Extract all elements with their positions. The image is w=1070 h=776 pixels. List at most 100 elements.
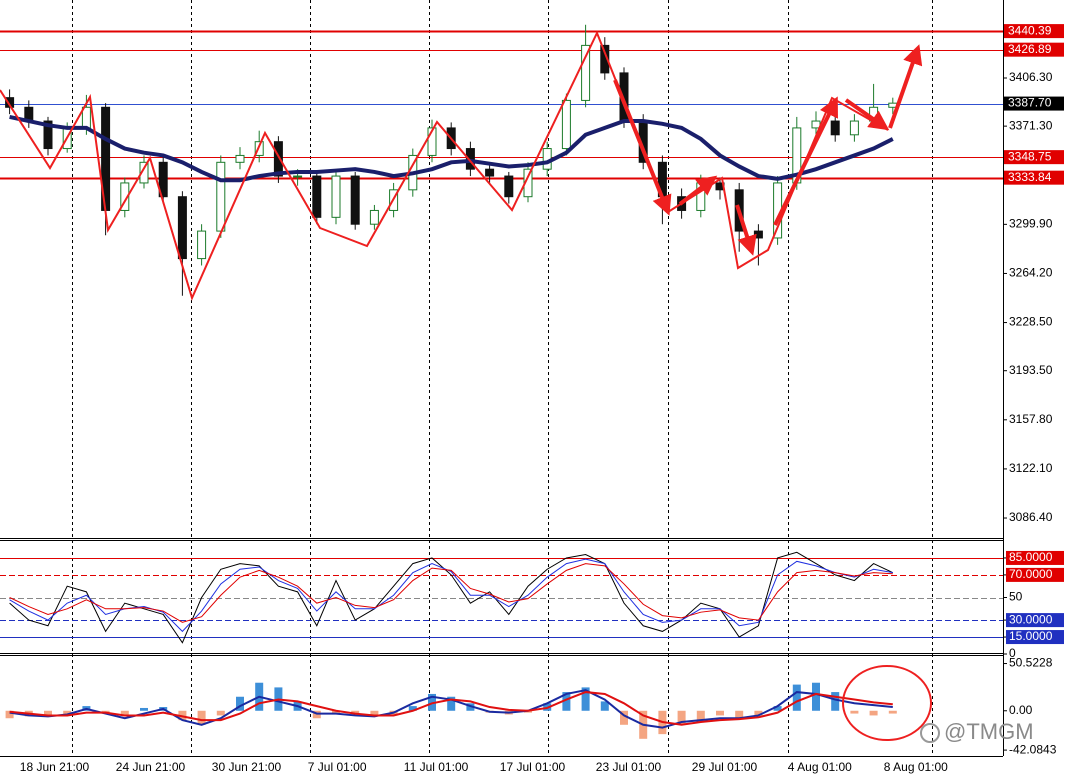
y-tick-label: 3299.90 (1009, 217, 1053, 231)
candle-body (369, 209, 379, 225)
plot (0, 24, 1003, 739)
level-label-box (1004, 170, 1064, 185)
histogram-bar (63, 710, 72, 715)
y-tick-label: 3371.30 (1009, 118, 1053, 132)
candle-body (139, 161, 149, 184)
tick-label-box (1006, 567, 1064, 582)
histogram-bar (600, 701, 609, 711)
candle-body (43, 120, 53, 150)
histogram-bar (408, 706, 417, 711)
y-tick-label: 3086.40 (1009, 510, 1053, 524)
candle-body (158, 161, 168, 198)
x-tick-label: 8 Aug 01:00 (884, 760, 948, 774)
series-line (9, 691, 893, 726)
histogram-bar (562, 692, 571, 711)
y-tick-label: 30.0000 (1009, 612, 1053, 626)
annotations (0, 30, 932, 741)
histogram-bar (216, 710, 225, 716)
candle-body (350, 175, 360, 225)
y-tick-label: -42.0843 (1009, 742, 1057, 756)
candle-body (312, 175, 322, 218)
histogram-bar (140, 707, 148, 711)
level-label: 3426.89 (1008, 42, 1052, 56)
level-label: 3348.75 (1008, 149, 1052, 163)
candle-body (849, 120, 859, 136)
level-label: 3440.39 (1008, 23, 1052, 37)
arrow (773, 96, 838, 226)
arrow (613, 79, 672, 216)
candle-body (485, 168, 495, 177)
histogram-bar (716, 710, 724, 716)
candle-body (830, 120, 840, 136)
x-tick-label: 18 Jun 21:00 (20, 760, 90, 774)
y-tick-label: 85.0000 (1009, 550, 1053, 564)
level-label: 3387.70 (1008, 96, 1052, 110)
series-line (9, 551, 894, 644)
candle-body (427, 127, 437, 156)
y-tick-label: 70.0000 (1009, 567, 1053, 581)
watermark: @TMGM (944, 719, 1034, 744)
y-tick-label: 3264.20 (1009, 266, 1053, 280)
y-tick-label: 15.0000 (1009, 629, 1053, 643)
candle-body (197, 230, 207, 260)
histogram-bar (581, 687, 590, 711)
histogram-bar (869, 710, 878, 716)
arrow (678, 175, 718, 206)
y-tick-label: 0.00 (1009, 703, 1033, 717)
level-label-box (1004, 150, 1064, 165)
histogram-bar (370, 710, 379, 717)
x-tick-label: 30 Jun 21:00 (212, 760, 282, 774)
candle-body (177, 196, 187, 260)
histogram-bar (812, 682, 820, 711)
x-tick-label: 29 Jul 01:00 (692, 760, 758, 774)
histogram-bar (773, 706, 782, 711)
arrow (844, 98, 890, 131)
histogram-bar (754, 710, 763, 716)
level-label-box (1004, 24, 1064, 39)
tick-label-box (1006, 630, 1064, 645)
candle-body (600, 44, 610, 74)
arrow (735, 204, 757, 256)
histogram-bar (5, 710, 14, 719)
histogram-bar (120, 710, 129, 716)
y-tick-label: 3228.50 (1009, 315, 1053, 329)
candle-body (235, 154, 245, 163)
y-tick-label: 50 (1009, 590, 1023, 604)
arrow (888, 44, 923, 129)
candle-body (331, 175, 341, 218)
y-tick-label: 3157.80 (1009, 412, 1053, 426)
x-tick-label: 23 Jul 01:00 (596, 760, 662, 774)
level-label-box (1004, 42, 1064, 57)
histogram-bar (888, 710, 897, 714)
histogram-bar (850, 710, 859, 714)
histogram-bar (44, 710, 52, 716)
candle-body (753, 230, 763, 239)
x-tick-label: 17 Jul 01:00 (500, 760, 566, 774)
candle-body (273, 141, 283, 177)
y-tick-label: 50.5228 (1009, 656, 1053, 670)
tick-label-box (1006, 613, 1064, 628)
histogram-bar (332, 710, 340, 714)
histogram-bar (735, 710, 744, 719)
pane-frames (0, 0, 1004, 757)
histogram-bar (620, 710, 628, 725)
histogram-bar (236, 696, 244, 711)
histogram-bar (197, 710, 206, 725)
histogram-bar (792, 684, 801, 711)
x-tick-label: 11 Jul 01:00 (404, 760, 469, 774)
candle-body (5, 97, 15, 108)
tick-label-box (1006, 550, 1064, 565)
histogram-bar (831, 692, 840, 711)
histogram-bar (447, 696, 456, 711)
x-tick-label: 7 Jul 01:00 (308, 760, 367, 774)
level-label-box (1004, 96, 1064, 111)
zigzag (0, 30, 889, 301)
candle-body (504, 175, 514, 198)
highlight-circle (842, 665, 932, 741)
candle-body (561, 99, 571, 150)
candle-body (293, 175, 303, 178)
series-line (9, 114, 894, 183)
series-line (9, 563, 893, 623)
candle-body (465, 148, 475, 170)
